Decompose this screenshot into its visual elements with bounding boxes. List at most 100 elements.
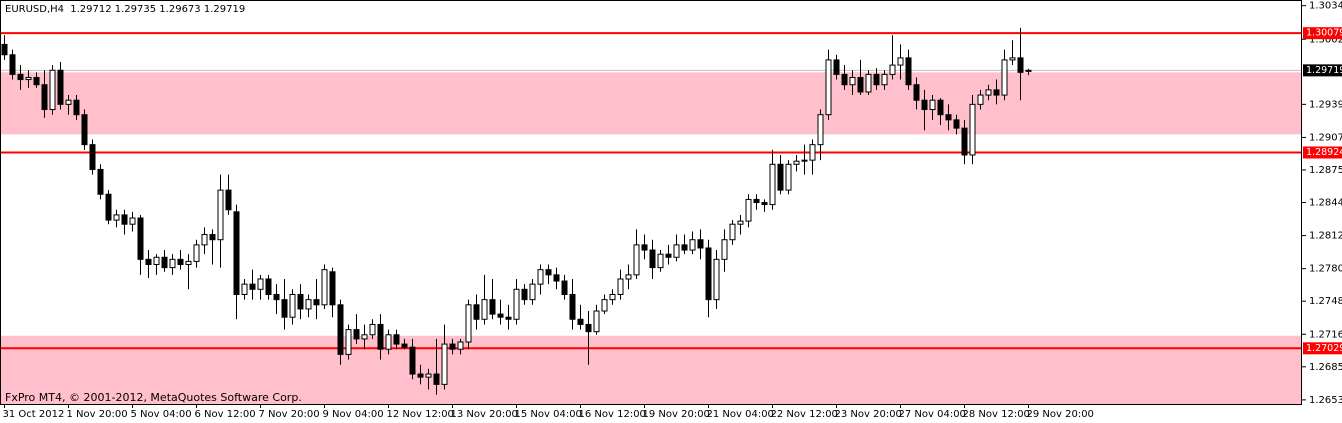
candle-body	[449, 343, 456, 350]
candle-body	[97, 168, 104, 195]
candle-body	[121, 214, 128, 225]
candle-body	[865, 73, 872, 93]
chart-header: EURUSD,H4 1.29712 1.29735 1.29673 1.2971…	[5, 4, 245, 15]
candle-body	[65, 99, 72, 105]
candle-body	[377, 323, 384, 350]
candle-body	[553, 274, 560, 282]
candle-body	[873, 73, 880, 86]
candle-body	[137, 217, 144, 260]
candle-body	[209, 234, 216, 241]
candle-body	[9, 54, 16, 75]
level-lines	[0, 32, 1302, 350]
last-high: 1.29735	[115, 4, 156, 15]
candle-body	[1, 43, 8, 56]
candle-body	[417, 373, 424, 378]
candle-body	[321, 269, 328, 306]
x-tick-label: 7 Nov 20:00	[259, 409, 320, 420]
candle-body	[145, 258, 152, 266]
candle-body	[169, 258, 176, 269]
candle-body	[977, 94, 984, 105]
candle-body	[545, 269, 552, 276]
candle-body	[257, 278, 264, 290]
candle-body	[945, 114, 952, 121]
x-tick-label: 6 Nov 12:00	[195, 409, 256, 420]
candle-body	[113, 214, 120, 221]
last-close: 1.29719	[204, 4, 245, 15]
candle-body	[761, 202, 768, 206]
plot-frame	[0, 0, 1302, 405]
candle-body	[81, 114, 88, 146]
candle-body	[961, 127, 968, 156]
candle-body	[473, 304, 480, 320]
candle-body	[185, 260, 192, 266]
candle-body	[809, 144, 816, 161]
candle-body	[593, 310, 600, 333]
candle-body	[57, 69, 64, 105]
y-tick-label: 1.29070	[1309, 132, 1342, 143]
x-tick-label: 22 Nov 12:00	[771, 409, 838, 420]
x-tick-label: 1 Nov 20:00	[67, 409, 128, 420]
candle-body	[409, 346, 416, 375]
symbol: EURUSD,H4	[5, 4, 64, 15]
level-tag-bg	[1303, 342, 1342, 355]
level-tag: 1.27029	[1306, 343, 1342, 354]
candle-body	[881, 73, 888, 86]
candle-body	[193, 244, 200, 262]
candle-body	[289, 293, 296, 318]
y-tick-label: 1.30345	[1309, 1, 1342, 12]
candle-body	[577, 318, 584, 325]
candle-body	[513, 288, 520, 320]
candle-body	[969, 103, 976, 156]
candle-body	[73, 99, 80, 116]
candles	[1, 27, 1032, 395]
candle-body	[913, 84, 920, 101]
candle-body	[1017, 57, 1024, 73]
last-low: 1.29673	[159, 4, 200, 15]
candle-body	[153, 256, 160, 266]
y-tick-label: 1.26850	[1309, 362, 1342, 373]
candle-body	[697, 239, 704, 249]
candle-body	[633, 244, 640, 276]
zone	[0, 72, 1302, 135]
candle-body	[225, 189, 232, 211]
x-tick-label: 5 Nov 04:00	[131, 409, 192, 420]
level-tag: 1.28924	[1306, 147, 1342, 158]
candle-body	[625, 274, 632, 280]
y-tick-label: 1.26530	[1309, 395, 1342, 406]
candle-body	[801, 159, 808, 162]
y-tick-label: 1.28755	[1309, 165, 1342, 176]
last-open: 1.29712	[70, 4, 111, 15]
candle-body	[337, 304, 344, 355]
candle-body	[249, 283, 256, 290]
candle-body	[649, 249, 656, 269]
x-tick-label: 27 Nov 04:00	[899, 409, 966, 420]
candle-body	[1009, 57, 1016, 61]
candle-body	[177, 258, 184, 266]
candle-body	[481, 299, 488, 320]
watermark: FxPro MT4, © 2001-2012, MetaQuotes Softw…	[5, 391, 302, 404]
candle-body	[273, 293, 280, 301]
candle-body	[1025, 69, 1032, 72]
x-tick-label: 21 Nov 04:00	[707, 409, 774, 420]
axes: 1.30345 1.30020 1.29390 1.29070 1.28755 1.284…	[3, 1, 1342, 420]
zones	[0, 72, 1302, 405]
candle-body	[521, 288, 528, 301]
candle-body	[529, 283, 536, 301]
candle-body	[441, 343, 448, 385]
x-tick-label: 29 Nov 20:00	[1027, 409, 1094, 420]
candle-body	[905, 57, 912, 86]
candle-body	[201, 234, 208, 246]
candle-body	[929, 99, 936, 111]
candle-body	[745, 198, 752, 222]
candle-body	[241, 283, 248, 295]
candle-body	[489, 299, 496, 315]
candle-body	[993, 89, 1000, 96]
candle-body	[617, 278, 624, 295]
candle-body	[665, 253, 672, 258]
x-tick-label: 12 Nov 12:00	[387, 409, 454, 420]
candle-body	[713, 258, 720, 301]
candle-body	[353, 329, 360, 340]
candle-body	[1001, 59, 1008, 96]
